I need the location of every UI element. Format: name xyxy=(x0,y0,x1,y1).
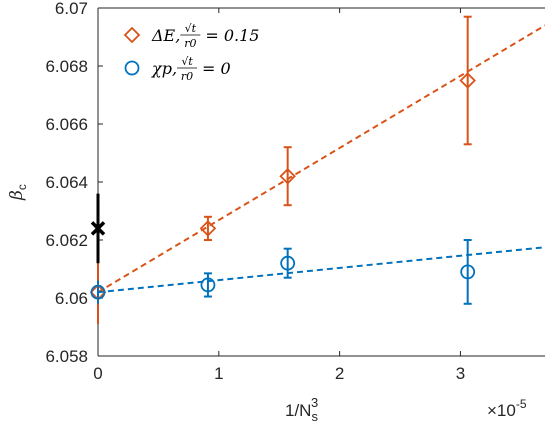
y-tick-label: 6.07 xyxy=(55,0,88,18)
legend-frac-den: r0 xyxy=(184,37,196,50)
legend-entry-text: χp, xyxy=(151,59,177,78)
legend-value: = 0.15 xyxy=(205,26,259,45)
legend-entry-text: ΔE, xyxy=(151,26,180,45)
legend-prefix: ΔE, xyxy=(151,26,180,45)
x-axis-label: 1/Ns3 xyxy=(285,395,318,424)
legend-value: = 0 xyxy=(202,59,231,78)
x-marker xyxy=(90,221,106,236)
circle-marker xyxy=(280,255,296,271)
y-tick-label: 6.066 xyxy=(45,115,88,134)
legend-frac-den: r0 xyxy=(181,70,193,83)
y-tick-label: 6.068 xyxy=(45,57,88,76)
x-tick-label: 0 xyxy=(93,364,102,383)
x-multiplier: ×10-5 xyxy=(487,397,527,420)
fit-line xyxy=(97,24,545,294)
fit-line xyxy=(97,246,545,294)
y-tick-label: 6.06 xyxy=(55,289,88,308)
y-tick-label: 6.058 xyxy=(45,347,88,366)
legend-prefix: χp, xyxy=(151,59,177,78)
diamond-marker xyxy=(459,72,476,89)
x-tick-label: 2 xyxy=(335,364,344,383)
axis-labels: 1/Ns3 ×10-5 βc xyxy=(7,184,527,424)
x-tick-label: 1 xyxy=(214,364,223,383)
diamond-marker xyxy=(279,167,296,185)
y-axis-label: βc xyxy=(7,184,29,201)
circle-marker xyxy=(90,284,106,300)
y-tick-label: 6.064 xyxy=(45,173,88,192)
x-tick-label: 3 xyxy=(456,364,465,383)
legend-frac-num: √t xyxy=(181,55,193,68)
diamond-marker xyxy=(123,26,141,44)
circle-marker xyxy=(200,277,216,293)
legend: ΔE, √t r0 = 0.15 χp, √t r0 = 0 xyxy=(123,22,259,83)
diamond-marker xyxy=(199,220,217,237)
circle-marker xyxy=(460,264,476,280)
legend-frac-num: √t xyxy=(185,22,197,35)
y-tick-label: 6.062 xyxy=(45,231,88,250)
circle-marker xyxy=(124,60,140,76)
